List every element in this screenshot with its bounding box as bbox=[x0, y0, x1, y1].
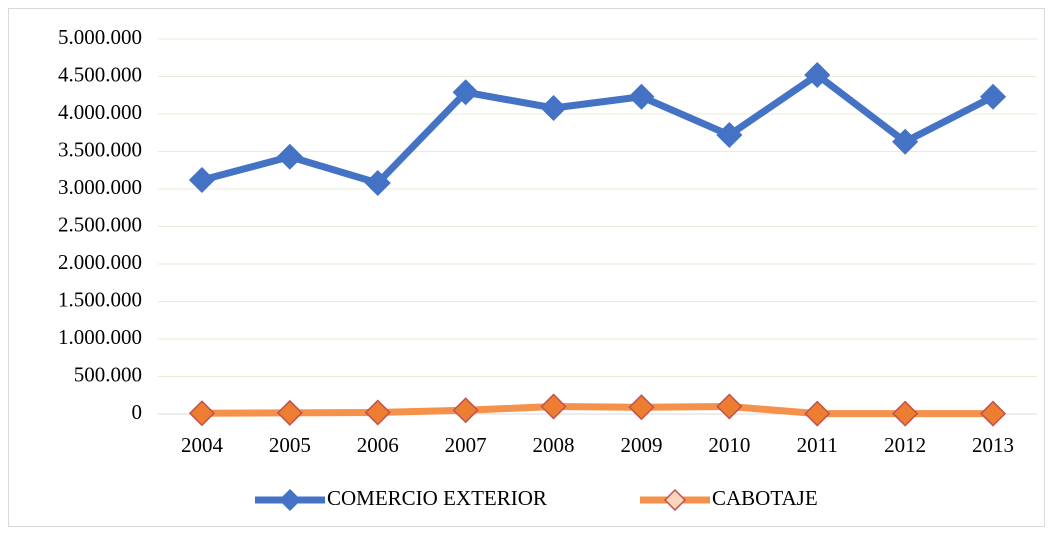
marker bbox=[364, 399, 391, 426]
y-tick-label: 4.500.000 bbox=[58, 62, 142, 86]
marker bbox=[540, 94, 567, 122]
x-tick-label: 2010 bbox=[708, 433, 750, 457]
x-tick-label: 2013 bbox=[972, 433, 1014, 457]
marker bbox=[628, 394, 655, 421]
x-tick-label: 2004 bbox=[181, 433, 224, 457]
y-tick-label: 4.000.000 bbox=[58, 100, 142, 124]
marker bbox=[452, 79, 479, 106]
marker bbox=[276, 143, 303, 170]
x-tick-label: 2008 bbox=[533, 433, 575, 457]
x-tick-label: 2011 bbox=[797, 433, 838, 457]
series-line bbox=[201, 403, 994, 418]
marker bbox=[979, 400, 1007, 427]
y-tick-label: 5.000.000 bbox=[58, 25, 142, 49]
marker bbox=[276, 399, 303, 426]
legend-marker bbox=[663, 488, 687, 512]
marker bbox=[979, 83, 1007, 110]
marker bbox=[452, 397, 479, 424]
y-tick-label: 3.500.000 bbox=[58, 137, 142, 161]
marker bbox=[716, 393, 743, 420]
y-tick-label: 3.000.000 bbox=[58, 175, 142, 199]
marker bbox=[540, 393, 567, 420]
x-tick-label: 2005 bbox=[269, 433, 311, 457]
chart-frame bbox=[8, 8, 1045, 527]
marker bbox=[188, 166, 216, 194]
marker bbox=[892, 400, 919, 427]
marker bbox=[892, 128, 919, 155]
marker bbox=[804, 400, 831, 427]
x-tick-label: 2006 bbox=[357, 433, 399, 457]
marker bbox=[716, 121, 743, 149]
series-line bbox=[201, 71, 995, 187]
x-tick-label: 2009 bbox=[620, 433, 662, 457]
legend-label: CABOTAJE bbox=[712, 486, 818, 510]
x-tick-label: 2012 bbox=[884, 433, 926, 457]
x-tick-label: 2007 bbox=[445, 433, 487, 457]
marker bbox=[188, 400, 216, 427]
marker bbox=[804, 61, 831, 89]
marker bbox=[364, 169, 391, 197]
y-tick-label: 2.000.000 bbox=[58, 250, 142, 274]
legend-label: COMERCIO EXTERIOR bbox=[327, 486, 547, 510]
y-tick-label: 500.000 bbox=[74, 362, 142, 386]
y-tick-label: 1.500.000 bbox=[58, 287, 142, 311]
marker bbox=[628, 83, 655, 110]
legend-marker bbox=[278, 488, 302, 512]
y-tick-label: 2.500.000 bbox=[58, 212, 142, 236]
y-tick-label: 0 bbox=[132, 400, 143, 424]
y-tick-label: 1.000.000 bbox=[58, 325, 142, 349]
